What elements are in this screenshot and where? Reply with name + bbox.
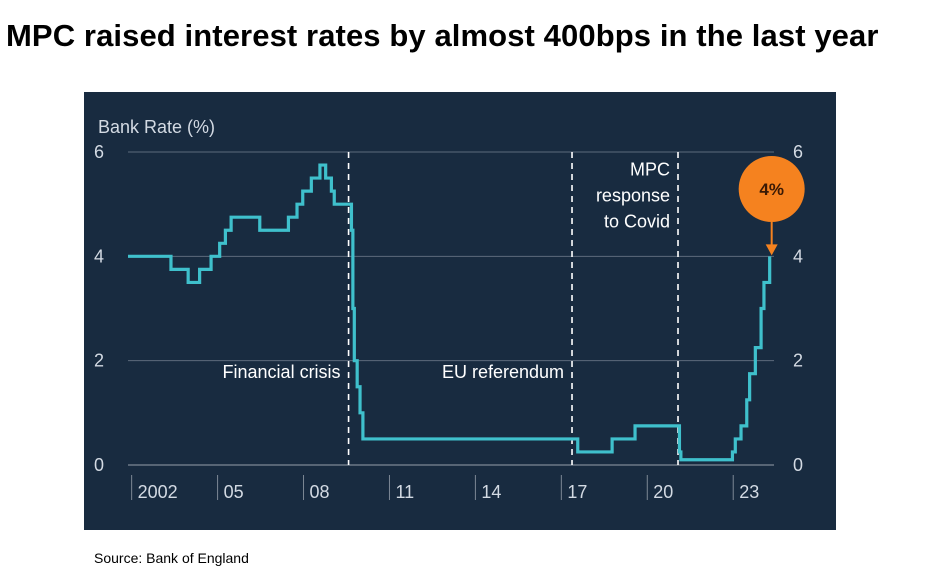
- series-layer: [128, 163, 772, 462]
- x-tick-label: 2002: [138, 482, 178, 502]
- callout-bubble: [738, 156, 805, 222]
- event-label: response: [596, 185, 670, 205]
- y-axis-label: Bank Rate (%): [98, 117, 215, 137]
- event-label: MPC: [630, 159, 670, 179]
- event-markers: Financial crisis EU referendum MPC response…: [223, 152, 679, 465]
- page-title: MPC raised interest rates by almost 400b…: [6, 18, 879, 53]
- y-tick-label-left: 2: [94, 351, 104, 371]
- x-tick-label: 05: [224, 482, 244, 502]
- event-label: EU referendum: [442, 362, 564, 382]
- x-tick-label: 17: [567, 482, 587, 502]
- y-tick-label-right: 4: [793, 246, 803, 266]
- x-tick-label: 23: [739, 482, 759, 502]
- y-tick-label-right: 6: [793, 142, 803, 162]
- event-label: Financial crisis: [223, 362, 341, 382]
- callout-arrowhead: [765, 244, 778, 256]
- x-tick-label: 14: [481, 482, 501, 502]
- callout-label: 4%: [759, 180, 784, 199]
- event-label: to Covid: [604, 211, 670, 231]
- y-tick-label-left: 0: [94, 455, 104, 475]
- x-tick-label: 20: [653, 482, 673, 502]
- y-tick-label-left: 6: [94, 142, 104, 162]
- bank-rate-line: [128, 163, 772, 462]
- source-note: Source: Bank of England: [94, 550, 249, 566]
- line-chart: Bank Rate (%) Financial crisis EU referen…: [94, 117, 805, 502]
- chart-panel: Bank Rate (%) Financial crisis EU referen…: [84, 92, 836, 530]
- y-tick-label-right: 2: [793, 351, 803, 371]
- axes: 0 0 2 2 4 4 6 6 2002 05 08 11 14 17 20 23: [94, 142, 803, 502]
- callout-layer: 4%: [738, 156, 805, 256]
- y-tick-label-left: 4: [94, 246, 104, 266]
- y-tick-label-right: 0: [793, 455, 803, 475]
- x-tick-label: 08: [310, 482, 330, 502]
- x-tick-label: 11: [395, 482, 414, 502]
- gridlines: [128, 151, 774, 466]
